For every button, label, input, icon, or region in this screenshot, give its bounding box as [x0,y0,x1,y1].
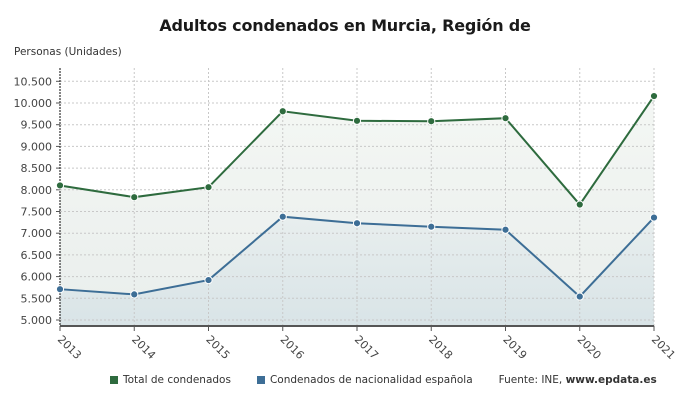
data-point[interactable] [427,117,436,126]
legend-swatch-espanola-icon [256,376,265,384]
svg-text:10.000: 10.000 [14,97,53,110]
svg-text:7.000: 7.000 [21,227,53,240]
data-point[interactable] [204,183,213,192]
svg-text:2018: 2018 [426,333,455,362]
svg-text:2014: 2014 [129,333,158,362]
legend-label-total: Total de condenados [123,374,231,386]
data-point[interactable] [575,200,584,209]
legend-swatch-total-icon [110,376,118,384]
data-point[interactable] [204,275,213,285]
legend-label-espanola: Condenados de nacionalidad española [269,374,473,386]
svg-text:5.000: 5.000 [21,314,53,327]
svg-text:6.000: 6.000 [21,271,53,284]
data-point[interactable] [55,285,65,294]
svg-text:2013: 2013 [55,333,84,362]
legend-item-total[interactable]: Total de condenados [110,374,231,386]
svg-text:2019: 2019 [500,333,529,362]
data-point[interactable] [427,222,436,231]
chart-title: Adultos condenados en Murcia, Región de [159,16,531,35]
svg-text:7.500: 7.500 [21,206,53,219]
data-point[interactable] [501,114,510,123]
data-point[interactable] [130,290,139,299]
svg-text:8.500: 8.500 [21,162,53,175]
svg-text:8.000: 8.000 [21,184,53,197]
legend-item-espanola[interactable]: Condenados de nacionalidad española [256,374,473,386]
svg-text:9.500: 9.500 [21,119,53,132]
data-point[interactable] [649,91,659,101]
svg-text:5.500: 5.500 [21,292,53,305]
svg-text:2015: 2015 [203,333,232,362]
svg-text:2017: 2017 [352,333,381,362]
data-point[interactable] [278,107,287,116]
data-point[interactable] [130,193,139,202]
svg-text:10.500: 10.500 [14,75,53,88]
data-point[interactable] [55,181,65,190]
svg-text:2016: 2016 [278,333,307,362]
source-link[interactable]: www.epdata.es [565,374,657,386]
source-credit: Fuente: INE, www.epdata.es [498,374,657,386]
legend: Total de condenados Condenados de nacion… [110,374,657,386]
svg-text:9.000: 9.000 [21,140,53,153]
data-point[interactable] [352,116,362,125]
svg-text:2021: 2021 [649,333,678,362]
data-point[interactable] [501,225,510,234]
line-chart: 5.000 5.500 6.000 6.500 7.000 7.500 8.000 8.500… [14,68,678,362]
data-point[interactable] [575,292,584,301]
svg-text:2020: 2020 [575,333,604,362]
y-axis-label: Personas (Unidades) [14,46,122,58]
data-point[interactable] [278,212,287,221]
data-point[interactable] [649,213,659,222]
data-point[interactable] [352,219,362,228]
svg-text:6.500: 6.500 [21,249,53,262]
